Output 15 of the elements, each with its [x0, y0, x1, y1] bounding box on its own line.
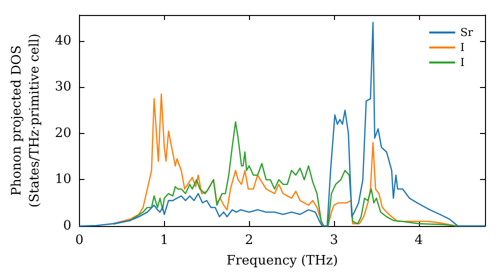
y-tick-label: 40	[54, 33, 72, 48]
y-tick-label: 10	[54, 172, 72, 188]
y-axis-title: Phonon projected DOS (States/THz·primitive cell)	[10, 33, 42, 208]
legend-label: Sr	[460, 26, 474, 39]
y-tick-label: 0	[63, 218, 72, 234]
x-tick-label: 1	[160, 233, 168, 248]
x-tick-label: 2	[244, 233, 254, 248]
legend-label: I	[460, 56, 465, 69]
y-tick-label: 30	[54, 80, 72, 95]
x-tick-label: 0	[75, 233, 84, 248]
x-axis-title: Frequency (THz)	[226, 253, 338, 268]
y-tick-label: 20	[54, 126, 72, 141]
legend-label: I	[460, 41, 465, 54]
x-tick-label: 4	[414, 233, 423, 248]
x-tick-label: 3	[330, 233, 338, 248]
